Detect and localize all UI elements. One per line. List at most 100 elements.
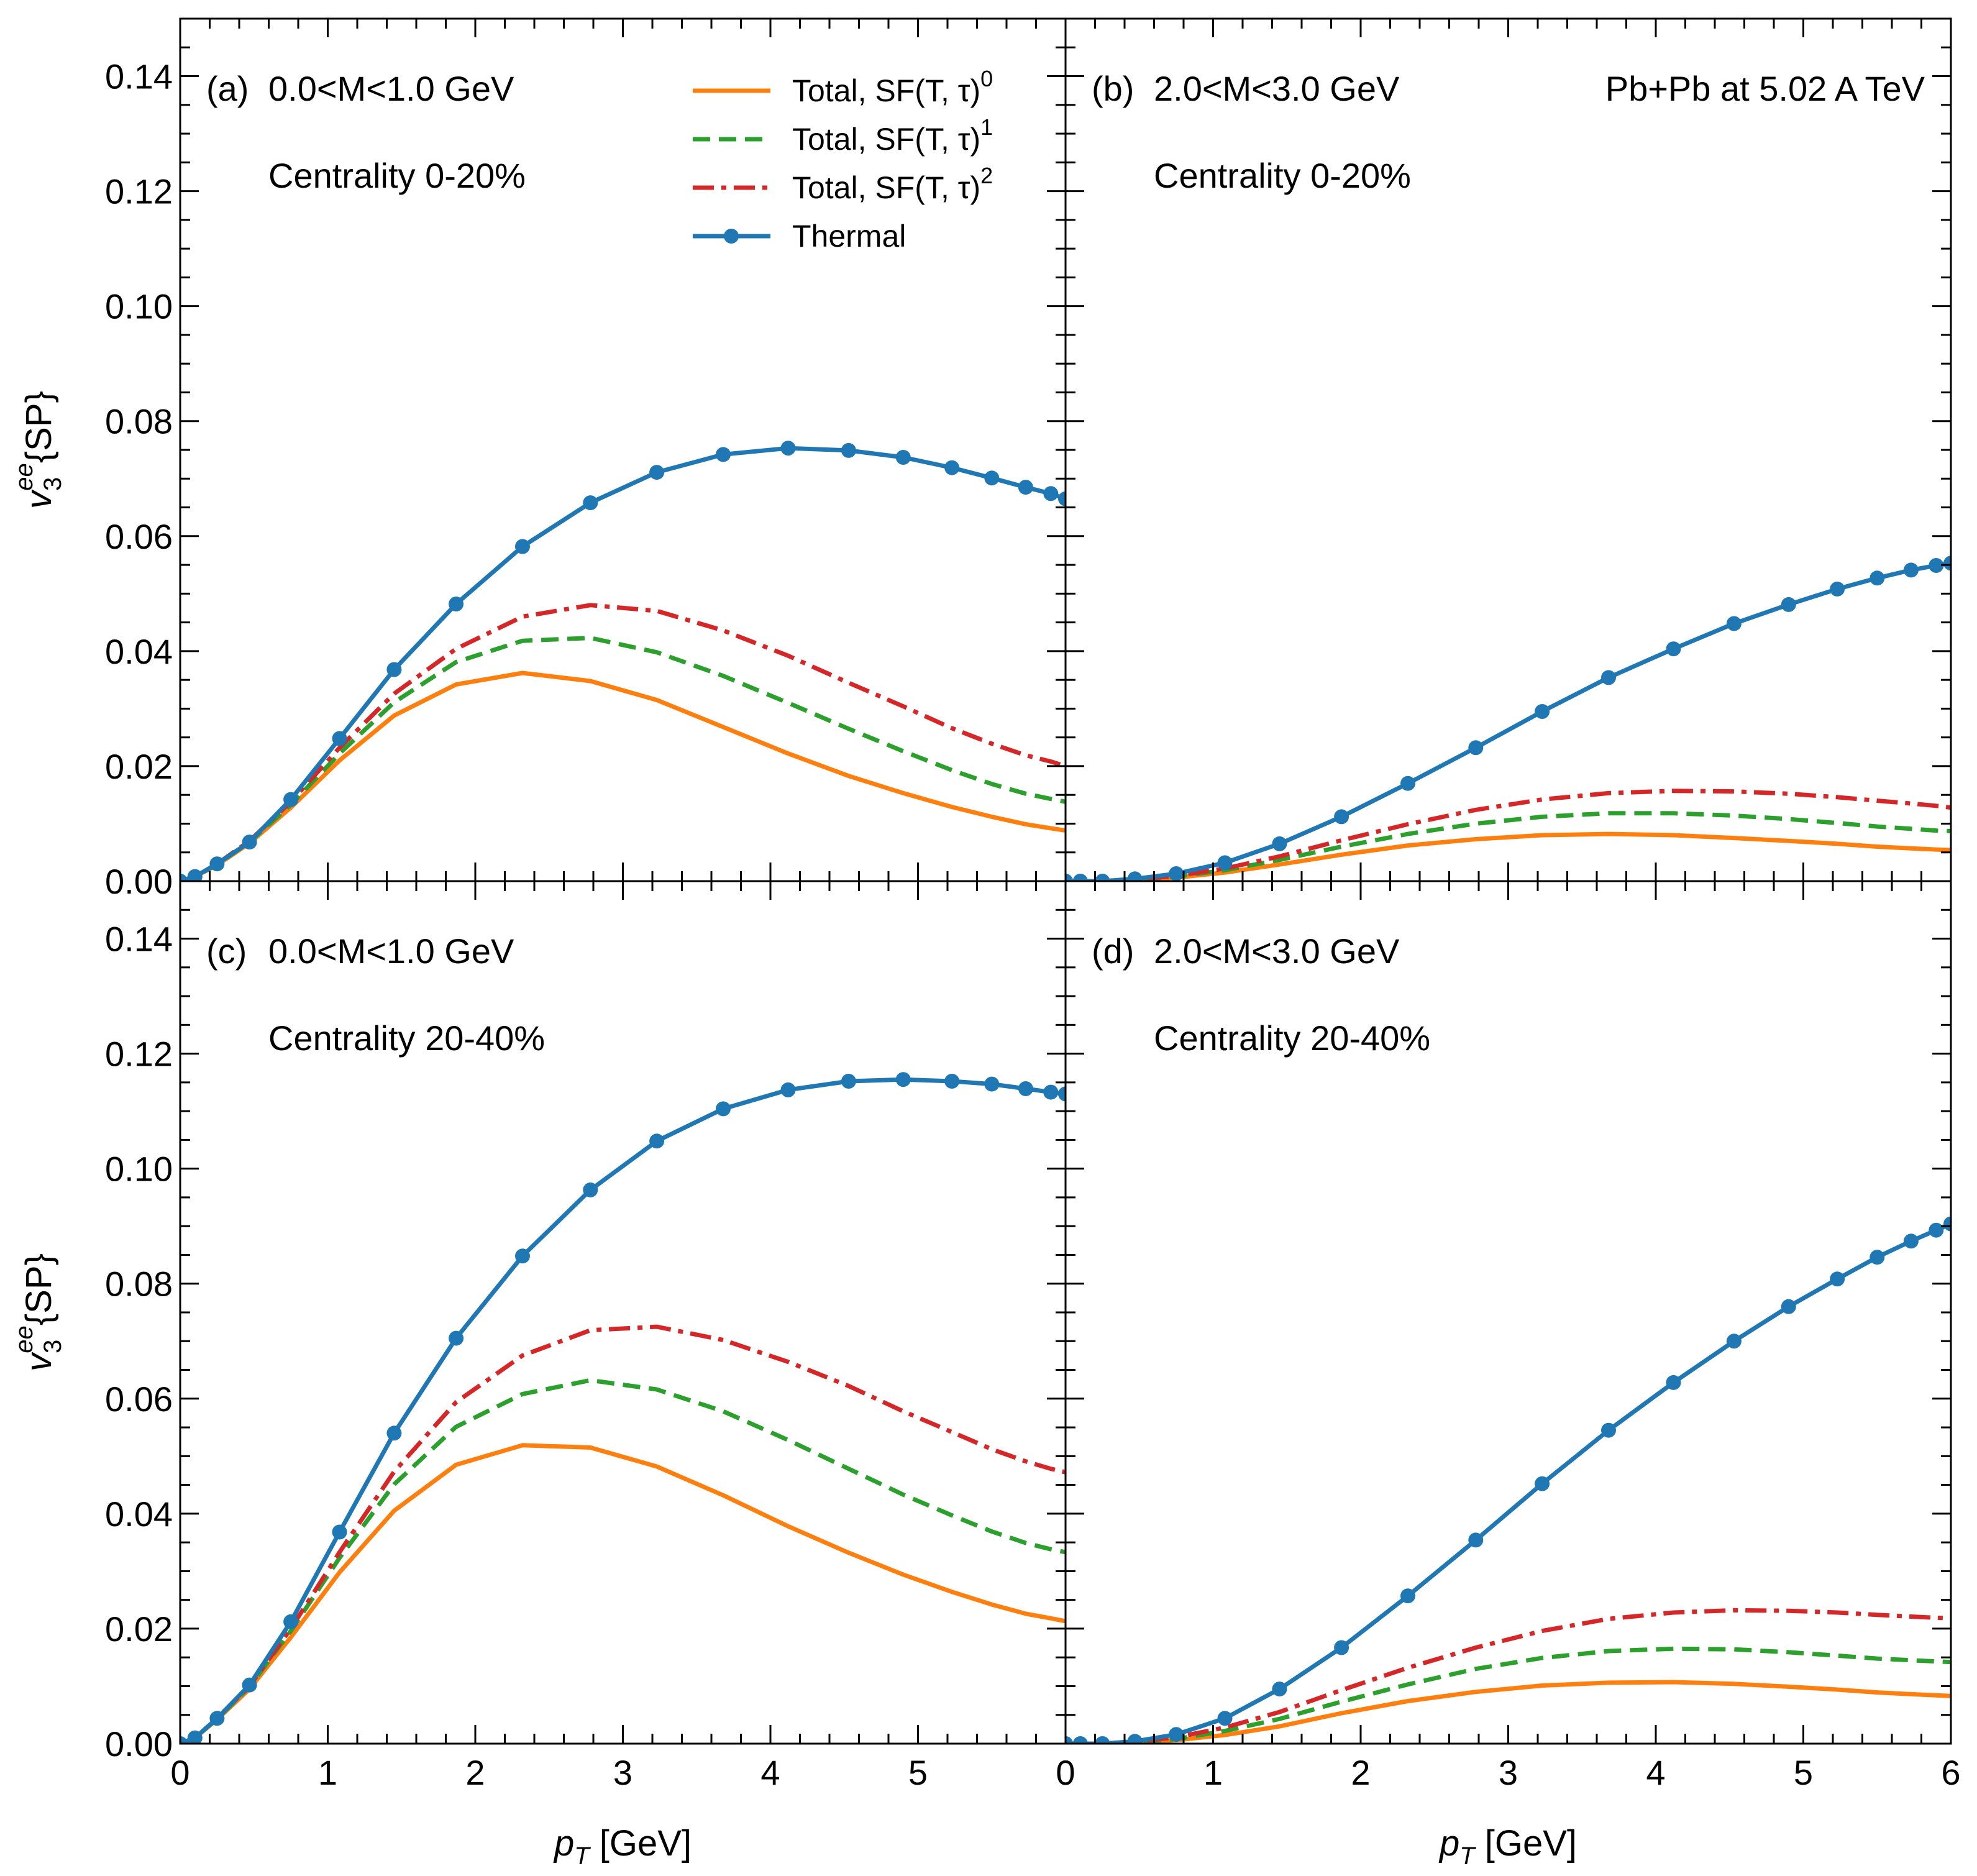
data-point-d-15 [1830, 1271, 1845, 1287]
data-point-b-1 [1072, 874, 1088, 881]
y-tick-label-c-7: 0.14 [105, 920, 173, 959]
data-point-c-13 [841, 1074, 856, 1089]
x-axis-title-right: pT [GeV] [1438, 1823, 1577, 1870]
data-point-d-5 [1217, 1711, 1233, 1726]
data-point-b-8 [1400, 776, 1415, 791]
y-axis-title-sup-top: ee [11, 463, 38, 491]
data-point-c-2 [209, 1711, 225, 1726]
data-point-a-14 [895, 450, 911, 465]
y-tick-label-a-6: 0.12 [105, 172, 173, 211]
x-tick-label-d-3: 3 [1499, 1753, 1518, 1792]
data-point-b-7 [1334, 809, 1349, 825]
x-tick-label-d-0: 0 [1056, 1753, 1075, 1792]
panel-centrality-d: Centrality 20-40% [1154, 1018, 1430, 1058]
data-point-b-10 [1535, 704, 1550, 719]
data-point-c-11 [716, 1101, 731, 1117]
y-tick-label-c-3: 0.06 [105, 1380, 173, 1419]
data-point-d-13 [1726, 1334, 1742, 1349]
y-tick-label-a-7: 0.14 [105, 57, 173, 96]
data-point-d-19 [1943, 1216, 1951, 1232]
x-axis-title-sub-left: T [574, 1842, 591, 1870]
y-axis-title-bottom: v3ee{SP} [11, 1253, 66, 1371]
y-tick-label-c-6: 0.12 [105, 1035, 173, 1074]
data-point-b-11 [1601, 670, 1616, 685]
panel-mass-b: 2.0<M<3.0 GeV [1154, 69, 1400, 108]
y-tick-label-a-2: 0.04 [105, 632, 173, 671]
data-point-b-2 [1095, 874, 1110, 881]
legend-label-text-3: Thermal [792, 219, 906, 254]
data-point-d-6 [1272, 1682, 1287, 1697]
legend-label-2: Total, SF(T, τ)2 [792, 163, 993, 205]
y-tick-label-a-4: 0.08 [105, 402, 173, 441]
data-point-a-9 [583, 495, 598, 511]
data-point-c-6 [386, 1425, 402, 1441]
data-point-c-3 [242, 1677, 257, 1693]
legend-label-sup-1: 1 [980, 114, 993, 140]
data-point-a-19 [1058, 491, 1066, 506]
data-point-d-9 [1468, 1532, 1484, 1548]
x-axis-title-var-right: p [1438, 1823, 1459, 1864]
data-point-d-16 [1870, 1250, 1885, 1265]
panel-mass-d: 2.0<M<3.0 GeV [1154, 931, 1400, 971]
legend-label-sup-0: 0 [980, 66, 993, 91]
data-point-a-10 [649, 465, 665, 480]
y-axis-title-var-bottom: v [19, 1352, 59, 1371]
plot-root: 0.00 0.02 0.04 0.06 0.08 0.10 0.12 0.14 (a) 0.0<M… [11, 17, 1961, 1870]
system-annotation: Pb+Pb at 5.02 A TeV [1605, 69, 1925, 108]
data-point-d-12 [1666, 1375, 1681, 1390]
panel-tag-c: (c) [206, 931, 247, 971]
series-line-b-sf2 [1066, 789, 1951, 881]
series-group-b [1066, 556, 1951, 881]
data-point-b-17 [1903, 562, 1919, 578]
legend-label-sup-2: 2 [980, 163, 993, 188]
panel-centrality-c: Centrality 20-40% [268, 1018, 545, 1058]
x-tick-label-c-2: 2 [465, 1753, 485, 1792]
data-point-b-0 [1066, 874, 1073, 881]
data-point-d-1 [1072, 1736, 1088, 1744]
x-tick-label-c-4: 4 [760, 1753, 780, 1792]
data-point-a-11 [716, 447, 731, 462]
y-axis-title-sub-top: 3 [39, 477, 66, 491]
series-group-c [180, 1072, 1066, 1744]
panel-mass-c: 0.0<M<1.0 GeV [268, 931, 514, 971]
x-tick-label-d-6: 6 [1941, 1753, 1960, 1792]
data-point-c-16 [984, 1076, 1000, 1092]
y-axis-title-sup-bottom: ee [11, 1325, 38, 1353]
x-tick-label-d-5: 5 [1794, 1753, 1813, 1792]
panel-c: 0.00 0.02 0.04 0.06 0.08 0.10 0.12 0.14 0 1 2 3 4 5 0 (… [105, 880, 1075, 1792]
data-point-a-16 [984, 470, 1000, 486]
data-point-a-0 [180, 874, 188, 881]
data-point-a-5 [332, 731, 347, 746]
y-axis-title-var-top: v [19, 489, 59, 509]
data-point-a-1 [187, 869, 203, 881]
data-point-d-3 [1127, 1734, 1143, 1744]
panel-centrality-a: Centrality 0-20% [268, 156, 526, 195]
data-point-b-15 [1830, 581, 1845, 597]
data-point-c-9 [583, 1182, 598, 1197]
data-point-d-17 [1903, 1233, 1919, 1249]
data-point-a-4 [283, 792, 299, 807]
data-point-c-18 [1043, 1084, 1059, 1100]
data-point-d-4 [1169, 1727, 1184, 1742]
data-point-d-10 [1535, 1476, 1550, 1491]
series-line-c-sf0 [180, 1443, 1066, 1744]
x-tick-label-c-0: 0 [170, 1753, 189, 1792]
series-group-d [1066, 1216, 1951, 1744]
data-point-b-18 [1929, 558, 1944, 573]
data-point-a-6 [386, 662, 402, 677]
panel-centrality-b: Centrality 0-20% [1154, 156, 1411, 195]
data-point-d-7 [1334, 1640, 1349, 1655]
data-point-c-17 [1018, 1081, 1033, 1096]
y-tick-label-c-1: 0.02 [105, 1609, 173, 1649]
data-point-b-13 [1726, 616, 1742, 631]
panel-tag-a: (a) [206, 69, 249, 108]
panel-d: 0 1 2 3 4 5 6 (d) 2.0<M<3.0 GeV Centrality 20-40% [1056, 880, 1961, 1792]
data-point-a-8 [515, 539, 530, 554]
data-point-a-3 [242, 835, 257, 850]
data-point-c-8 [515, 1248, 530, 1264]
series-line-d-sf1 [1066, 1646, 1951, 1744]
y-tick-label-c-0: 0.00 [105, 1724, 173, 1764]
data-point-a-17 [1018, 480, 1033, 495]
data-point-c-0 [180, 1736, 188, 1744]
